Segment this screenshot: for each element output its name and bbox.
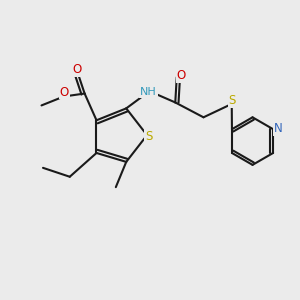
- Text: NH: NH: [140, 87, 157, 97]
- Text: O: O: [72, 63, 81, 76]
- Text: O: O: [60, 85, 69, 98]
- Text: S: S: [229, 94, 236, 107]
- Text: S: S: [145, 130, 152, 143]
- Text: O: O: [177, 69, 186, 82]
- Text: N: N: [274, 122, 283, 135]
